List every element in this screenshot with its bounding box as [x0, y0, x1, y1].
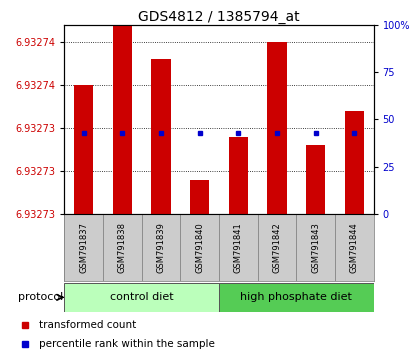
Bar [267, 42, 286, 214]
Text: GSM791838: GSM791838 [118, 222, 127, 273]
Bar [74, 85, 93, 214]
Bar [219, 283, 374, 312]
Text: high phosphate diet: high phosphate diet [240, 292, 352, 302]
Text: percentile rank within the sample: percentile rank within the sample [39, 339, 215, 349]
Bar [112, 25, 132, 214]
Bar [335, 214, 374, 281]
Text: GSM791844: GSM791844 [350, 222, 359, 273]
Text: transformed count: transformed count [39, 320, 137, 330]
Text: control diet: control diet [110, 292, 173, 302]
Bar [180, 214, 219, 281]
Bar [296, 214, 335, 281]
Bar [258, 214, 296, 281]
Text: GSM791841: GSM791841 [234, 222, 243, 273]
Bar [64, 214, 103, 281]
Bar [64, 283, 219, 312]
Bar [229, 137, 248, 214]
Text: GSM791843: GSM791843 [311, 222, 320, 273]
Text: GSM791840: GSM791840 [195, 222, 204, 273]
Text: GSM791839: GSM791839 [156, 222, 166, 273]
Title: GDS4812 / 1385794_at: GDS4812 / 1385794_at [138, 10, 300, 24]
Bar [142, 214, 180, 281]
Bar [151, 59, 171, 214]
Bar [344, 111, 364, 214]
Text: GSM791837: GSM791837 [79, 222, 88, 273]
Bar [103, 214, 142, 281]
Bar [219, 214, 258, 281]
Text: GSM791842: GSM791842 [272, 222, 281, 273]
Bar [190, 180, 209, 214]
Text: protocol: protocol [18, 292, 63, 302]
Bar [306, 145, 325, 214]
